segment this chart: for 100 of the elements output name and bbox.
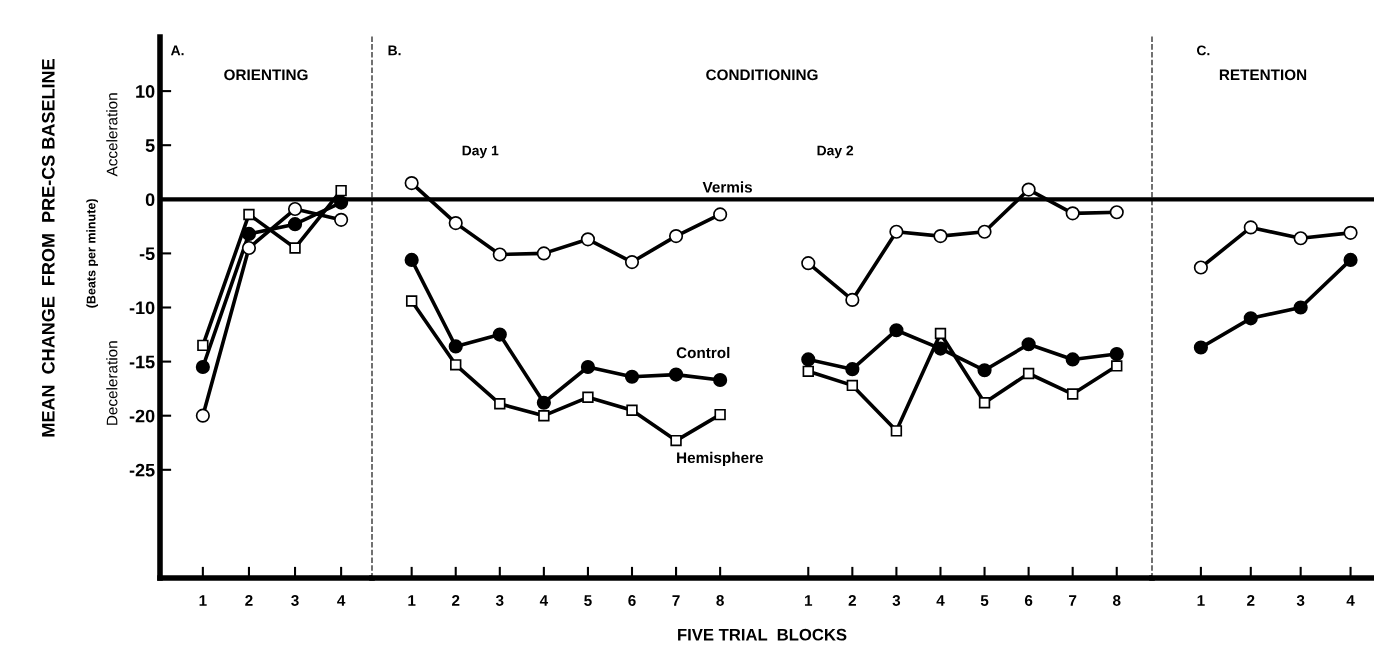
x-tick-label: 6 bbox=[628, 595, 636, 606]
point bbox=[890, 425, 903, 437]
point bbox=[450, 359, 462, 371]
point bbox=[582, 391, 594, 404]
y-tick-label: -15 bbox=[129, 355, 155, 369]
point bbox=[933, 341, 948, 356]
series-label: Vermis bbox=[702, 181, 752, 193]
y-axis-title: MEAN CHANGE FROM PRE-CS BASELINE bbox=[41, 59, 55, 437]
x-tick-label: 1 bbox=[804, 595, 813, 606]
point bbox=[889, 224, 904, 239]
point bbox=[241, 240, 257, 256]
point bbox=[1066, 388, 1079, 400]
point bbox=[1109, 205, 1124, 220]
x-tick-label: 3 bbox=[892, 595, 901, 606]
point bbox=[1343, 225, 1358, 240]
annotation: C. bbox=[1196, 45, 1210, 56]
x-tick-label: 4 bbox=[337, 595, 346, 606]
annotation: Day 2 bbox=[817, 145, 854, 159]
y-tick-label: -5 bbox=[139, 247, 155, 261]
x-tick-label: 7 bbox=[1069, 595, 1077, 606]
point bbox=[624, 369, 640, 384]
point bbox=[978, 397, 991, 409]
x-tick-label: 2 bbox=[245, 595, 253, 606]
point bbox=[404, 252, 419, 267]
y-tick-label: -10 bbox=[129, 301, 155, 315]
x-tick-label: 3 bbox=[495, 595, 504, 606]
point bbox=[714, 408, 726, 421]
point bbox=[801, 256, 816, 271]
point bbox=[977, 363, 992, 378]
point bbox=[934, 327, 947, 340]
point bbox=[845, 362, 860, 377]
y-tick-label: -20 bbox=[129, 409, 155, 423]
x-tick-label: 4 bbox=[539, 595, 549, 606]
text: Acceleration bbox=[106, 93, 118, 177]
point bbox=[802, 365, 814, 378]
point bbox=[1021, 182, 1036, 197]
x-tick-label: 6 bbox=[1024, 595, 1033, 606]
x-tick-label: 2 bbox=[848, 595, 856, 606]
point bbox=[536, 395, 551, 410]
text: Deceleration bbox=[106, 341, 118, 425]
x-tick-label: 1 bbox=[199, 595, 207, 606]
point bbox=[492, 247, 507, 262]
x-tick-label: 1 bbox=[408, 595, 416, 606]
point bbox=[1111, 360, 1123, 372]
point bbox=[536, 246, 551, 261]
x-tick-label: 2 bbox=[452, 595, 460, 606]
y-tick-label: 5 bbox=[145, 139, 155, 152]
annotation: Day 1 bbox=[462, 145, 499, 159]
point bbox=[538, 410, 550, 422]
x-tick-label: 7 bbox=[672, 595, 680, 606]
point bbox=[287, 201, 303, 217]
point bbox=[933, 229, 948, 244]
point bbox=[668, 367, 684, 382]
point bbox=[289, 242, 301, 254]
point bbox=[1193, 340, 1208, 355]
point bbox=[713, 372, 728, 388]
point bbox=[241, 226, 257, 242]
x-tick-label: 8 bbox=[1112, 595, 1121, 606]
annotation: B. bbox=[388, 45, 401, 56]
point bbox=[1243, 220, 1258, 235]
point bbox=[1065, 352, 1080, 367]
point bbox=[1109, 346, 1124, 362]
text: (Beats per minute) bbox=[86, 199, 98, 308]
point bbox=[580, 232, 596, 247]
point bbox=[889, 323, 904, 338]
x-tick-label: 3 bbox=[1296, 595, 1305, 606]
point bbox=[1293, 231, 1308, 246]
point bbox=[977, 224, 992, 239]
point bbox=[670, 434, 682, 447]
point bbox=[334, 195, 349, 210]
point bbox=[404, 175, 419, 191]
point bbox=[448, 216, 463, 231]
point bbox=[624, 254, 640, 270]
text: RETENTION bbox=[1219, 69, 1307, 81]
point bbox=[580, 359, 596, 375]
point bbox=[1022, 367, 1035, 380]
x-tick-label: 5 bbox=[584, 595, 592, 606]
point bbox=[626, 404, 638, 416]
x-tick-label: 2 bbox=[1247, 595, 1255, 606]
point bbox=[1065, 206, 1080, 221]
point bbox=[335, 184, 347, 197]
point bbox=[1021, 337, 1036, 352]
point bbox=[1343, 252, 1358, 267]
point bbox=[494, 398, 506, 410]
point bbox=[845, 292, 860, 308]
y-tick-label: 10 bbox=[136, 85, 155, 98]
x-tick-label: 5 bbox=[980, 595, 989, 606]
point bbox=[1193, 260, 1208, 275]
annotation: A. bbox=[170, 45, 184, 56]
text: CONDITIONING bbox=[706, 69, 818, 81]
x-tick-label: 3 bbox=[291, 595, 299, 606]
y-tick-label: -25 bbox=[129, 463, 155, 477]
x-axis-title: FIVE TRIAL BLOCKS bbox=[678, 628, 847, 641]
point bbox=[195, 359, 210, 375]
point bbox=[713, 207, 728, 222]
x-tick-label: 4 bbox=[1346, 595, 1355, 606]
point bbox=[195, 408, 210, 423]
point bbox=[492, 327, 507, 342]
series-label: Hemisphere bbox=[677, 451, 764, 467]
point bbox=[197, 339, 209, 352]
